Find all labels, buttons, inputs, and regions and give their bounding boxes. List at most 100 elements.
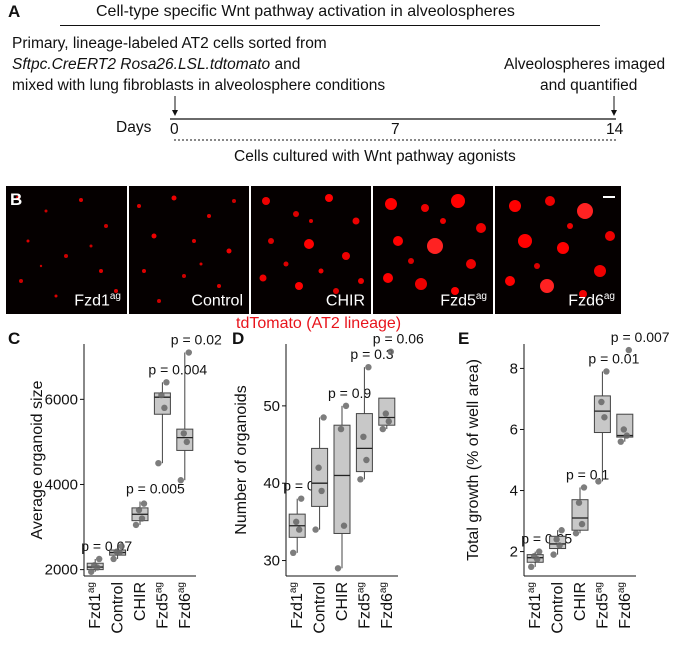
micrograph-label-chir-base: CHIR (325, 292, 365, 309)
p-value-label: p = 0.3 (350, 346, 393, 362)
y-axis-label: Average organoid size (29, 380, 46, 539)
data-point (298, 495, 305, 502)
y-tick-label: 30 (263, 553, 280, 570)
x-category-label-base: Fzd1 (527, 593, 544, 629)
micrograph-fzd1-spots (16, 196, 118, 298)
micrograph-fzd6-spots (505, 196, 615, 298)
data-point (155, 459, 162, 467)
data-point (603, 368, 610, 375)
x-category-label: Fzd5ag (153, 582, 171, 629)
data-point (556, 542, 563, 549)
x-category-label: Fzd5ag (355, 582, 373, 629)
y-tick-label: 8 (510, 360, 518, 377)
micrograph-label-fzd5-sup: ag (475, 290, 487, 302)
data-point (334, 565, 342, 572)
micrograph-label-fzd6-base: Fzd6 (568, 292, 604, 309)
y-axis-label: Total growth (% of well area) (465, 359, 482, 561)
method-line-1: Primary, lineage-labeled AT2 cells sorte… (12, 35, 327, 52)
panel-letter: C (8, 329, 20, 348)
micrograph-chir: CHIR (251, 186, 371, 314)
box (333, 424, 351, 534)
data-point (387, 348, 394, 355)
timeline (170, 96, 617, 141)
data-point (558, 527, 565, 534)
x-category-label-base: Fzd1 (87, 593, 104, 629)
data-point (290, 549, 297, 556)
p-value-label: p = 0.007 (611, 329, 670, 345)
micrograph-label-fzd1-sup: ag (109, 290, 121, 302)
panel-letter: E (458, 329, 469, 348)
data-point (578, 520, 586, 528)
data-point (360, 433, 367, 440)
data-point (161, 404, 168, 412)
data-point (575, 499, 583, 506)
x-category-label: Control (110, 582, 127, 634)
x-category-label: Fzd1ag (86, 582, 104, 629)
data-point (118, 543, 125, 550)
x-category-label-sup: ag (176, 582, 187, 593)
x-category-label: Fzd6ag (176, 582, 194, 629)
x-category-label: Control (312, 582, 329, 634)
x-category-label-base: CHIR (572, 582, 589, 621)
p-value-label: p = 0.005 (126, 481, 185, 497)
x-category-label-base: Control (312, 582, 329, 634)
y-tick-label: 40 (263, 475, 280, 492)
data-point (110, 555, 117, 563)
day-tick-14: 14 (606, 121, 624, 138)
data-point (379, 425, 386, 433)
day-tick-7: 7 (391, 121, 400, 138)
data-point (318, 487, 325, 495)
data-point (96, 555, 103, 563)
data-point (385, 418, 392, 425)
data-point (601, 414, 608, 421)
data-point (140, 500, 148, 507)
x-category-label-sup: ag (288, 582, 299, 593)
panel-letter: D (232, 329, 244, 348)
panel-a-title: Cell-type specific Wnt pathway activatio… (96, 3, 515, 20)
x-category-label-sup: ag (526, 582, 537, 593)
data-point (183, 438, 190, 446)
data-point (365, 364, 372, 371)
data-point (135, 506, 143, 514)
scale-bar (603, 196, 615, 198)
y-tick-label: 50 (263, 398, 280, 415)
chart-e: E 2 4 6 8 Total growth (% of well area) p = 0.… (458, 329, 670, 634)
y-tick-label: 2 (510, 544, 518, 561)
data-point (382, 410, 389, 417)
micrograph-fzd5: Fzd5ag (373, 186, 493, 314)
x-category-label: Fzd1ag (526, 582, 544, 629)
data-point (528, 563, 535, 571)
data-point (340, 522, 348, 529)
p-value-label: p = 0.06 (373, 331, 424, 347)
panel-b-letter: B (10, 190, 23, 209)
data-point (363, 456, 370, 464)
p-value-label: p = 0.1 (566, 466, 609, 482)
x-category-label-base: Fzd6 (617, 593, 634, 629)
micrograph-label-fzd5: Fzd5ag (440, 291, 487, 310)
start-arrowhead (172, 110, 178, 116)
y-tick-label: 6 (510, 421, 518, 438)
micrograph-control: Control (129, 186, 249, 314)
data-point (312, 526, 319, 533)
data-point (357, 476, 364, 483)
micrograph-control-spots (137, 195, 236, 303)
data-point (91, 562, 98, 569)
data-point (531, 552, 538, 560)
x-category-label: Fzd5ag (593, 582, 611, 629)
p-value-label: p = 0.01 (588, 350, 639, 366)
data-point (320, 414, 327, 421)
x-category-label-sup: ag (378, 582, 389, 593)
data-point (185, 349, 192, 356)
x-category-label-base: Fzd5 (154, 593, 171, 629)
mouse-genotype: Sftpc.CreERT2 Rosa26.LSL.tdtomato (12, 56, 271, 73)
method-line-2-suffix: and (270, 56, 301, 73)
x-category-label-base: CHIR (334, 582, 351, 621)
data-point (337, 425, 345, 433)
data-point (625, 346, 632, 354)
y-tick-label: 4000 (45, 476, 78, 493)
x-category-label-base: Control (550, 582, 567, 634)
days-label: Days (116, 119, 152, 136)
panel-a-letter: A (8, 2, 21, 21)
